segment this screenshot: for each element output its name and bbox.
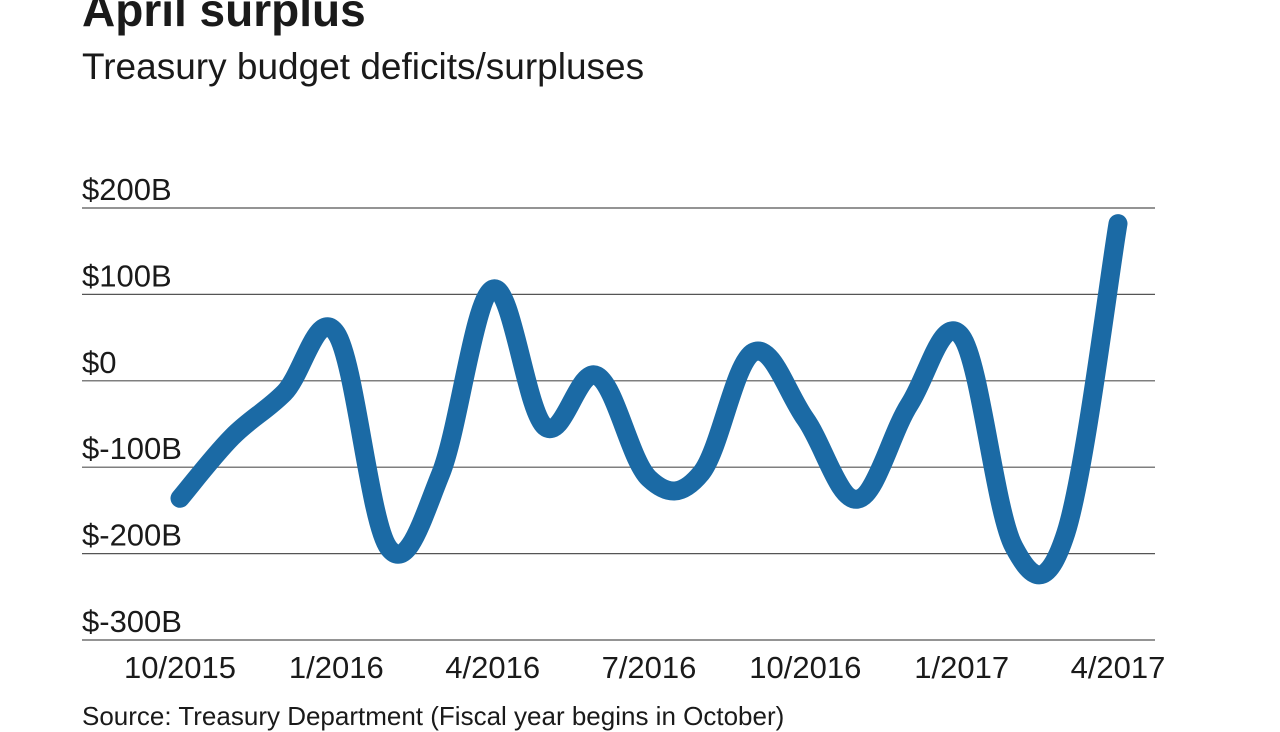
y-tick-label: $100B: [82, 258, 172, 293]
y-axis-labels: $200B $100B $0 $-100B $-200B $-300B: [82, 172, 182, 639]
x-tick-label: 1/2017: [914, 650, 1009, 685]
y-tick-label: $200B: [82, 172, 172, 207]
x-axis-labels: 10/2015 1/2016 4/2016 7/2016 10/2016 1/2017 4/…: [124, 650, 1165, 685]
x-tick-label: 1/2016: [289, 650, 384, 685]
x-tick-label: 4/2016: [445, 650, 540, 685]
x-tick-label: 10/2016: [749, 650, 861, 685]
y-tick-label: $-100B: [82, 431, 182, 466]
chart-title: April surplus: [82, 0, 366, 36]
chart-subtitle: Treasury budget deficits/surpluses: [82, 46, 645, 87]
source-note: Source: Treasury Department (Fiscal year…: [82, 701, 785, 731]
series-line: [170, 214, 1128, 585]
y-tick-label: $0: [82, 345, 116, 380]
y-tick-label: $-300B: [82, 604, 182, 639]
y-tick-label: $-200B: [82, 518, 182, 553]
x-tick-label: 10/2015: [124, 650, 236, 685]
x-tick-label: 7/2016: [602, 650, 697, 685]
x-tick-label: 4/2017: [1071, 650, 1166, 685]
series-layer: [170, 214, 1128, 585]
